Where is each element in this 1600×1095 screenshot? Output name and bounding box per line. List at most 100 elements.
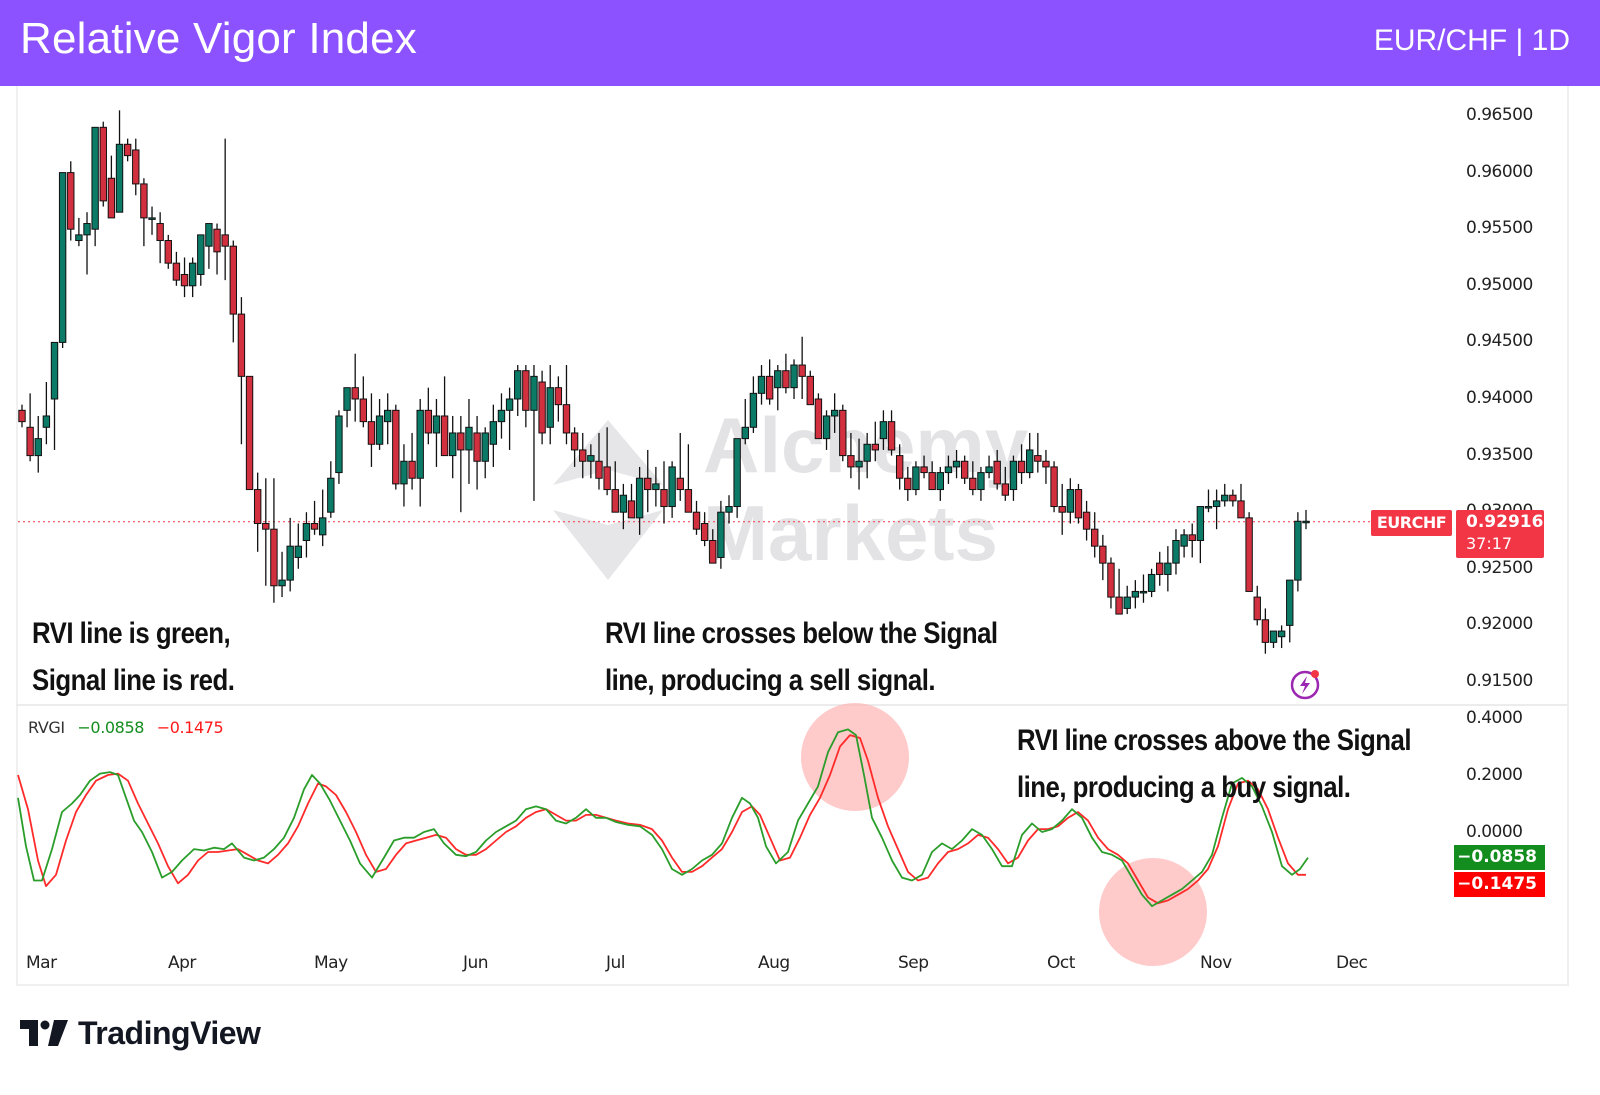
candle: [245, 375, 254, 491]
legend-signal-value: −0.1475: [156, 718, 224, 737]
candle: [1237, 483, 1245, 519]
alchemy-logo-icon: [553, 420, 663, 580]
candle: [367, 393, 376, 467]
candle: [424, 387, 433, 445]
candle: [156, 212, 164, 264]
candle: [302, 512, 311, 558]
candle: [627, 483, 636, 519]
candle: [42, 382, 51, 445]
candle: [310, 500, 319, 535]
candle: [140, 178, 148, 247]
signal-value-tag: −0.1475: [1454, 872, 1545, 897]
candle: [1025, 432, 1034, 479]
candle: [514, 365, 522, 416]
candle: [148, 206, 156, 235]
candle: [619, 483, 628, 530]
price-axis-label: 0.93500: [1466, 444, 1533, 465]
candle: [318, 489, 327, 547]
candle: [830, 393, 839, 433]
candle: [1058, 483, 1066, 535]
candle: [278, 551, 286, 598]
candle: [237, 297, 246, 445]
header-bar: Relative Vigor Index EUR/CHF | 1D: [0, 0, 1600, 86]
candle: [164, 234, 172, 269]
candle: [1261, 608, 1270, 654]
candle: [1123, 585, 1131, 615]
candle: [1042, 449, 1050, 484]
candle: [814, 393, 823, 440]
month-label: Apr: [168, 953, 196, 973]
candle: [1229, 489, 1237, 507]
candle: [99, 121, 107, 207]
candle: [774, 365, 782, 411]
candle: [457, 415, 465, 513]
candle: [481, 427, 489, 479]
indicator-legend[interactable]: RVGI −0.0858 −0.1475: [28, 718, 224, 737]
ticker-price-label: EURCHF: [1371, 510, 1452, 536]
annotation-buy-signal: RVI line crosses above the Signal line, …: [1017, 717, 1412, 811]
price-axis-label: 0.94000: [1466, 388, 1533, 408]
candle: [725, 495, 733, 524]
candle: [440, 376, 449, 457]
candle: [432, 399, 441, 467]
month-label: Aug: [758, 953, 790, 973]
price-axis-label: 0.96000: [1466, 161, 1533, 182]
indicator-axis-label: 0.2000: [1466, 765, 1523, 785]
candle: [1099, 534, 1107, 581]
price-axis-label: 0.92500: [1466, 557, 1533, 578]
candle: [132, 138, 140, 196]
rvi-line: [17, 728, 1309, 907]
candle: [1212, 489, 1221, 530]
candle: [262, 478, 270, 586]
candle: [595, 432, 603, 490]
candle: [1294, 512, 1302, 592]
candle: [172, 251, 181, 286]
month-label: Dec: [1336, 953, 1368, 973]
candle: [1188, 523, 1196, 558]
candle: [1107, 557, 1115, 609]
candle: [180, 257, 189, 298]
candle: [375, 399, 384, 450]
candle: [538, 370, 546, 445]
candle: [644, 449, 652, 513]
candle: [660, 461, 668, 524]
candle: [912, 461, 920, 496]
candle: [522, 365, 530, 428]
candle: [359, 376, 368, 428]
tradingview-logo[interactable]: TradingView: [20, 1012, 261, 1054]
candle: [1034, 432, 1042, 473]
candle: [782, 353, 790, 394]
candle: [1017, 444, 1026, 484]
candle: [570, 427, 579, 467]
candle: [497, 393, 506, 439]
flash-alert-icon[interactable]: [1288, 667, 1322, 701]
signal-line: [17, 734, 1306, 905]
candle: [895, 444, 904, 490]
candle: [229, 240, 237, 343]
pane-divider[interactable]: [16, 704, 1569, 706]
candle: [822, 410, 831, 450]
candle: [757, 365, 766, 405]
candle: [676, 432, 684, 501]
candle: [863, 432, 871, 479]
candle: [67, 161, 75, 241]
candle: [871, 421, 879, 462]
candle: [603, 427, 611, 496]
brand-name: TradingView: [78, 1014, 261, 1051]
month-label: Jul: [606, 953, 626, 973]
candle: [1253, 585, 1261, 626]
candle: [749, 376, 758, 433]
candle: [449, 415, 457, 479]
annotation-line: RVI line crosses below the Signal: [605, 617, 998, 650]
candle: [205, 223, 213, 269]
indicator-axis-label: 0.0000: [1466, 822, 1523, 842]
candle: [652, 466, 660, 507]
candle: [879, 410, 888, 450]
candle: [1286, 579, 1294, 643]
candle: [1082, 500, 1091, 541]
month-label: Jun: [463, 953, 489, 973]
month-label: Mar: [26, 953, 57, 973]
price-axis-label: 0.95500: [1466, 218, 1533, 239]
candle: [1172, 529, 1180, 575]
